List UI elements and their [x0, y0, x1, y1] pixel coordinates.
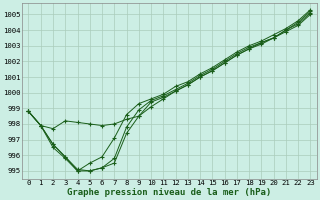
X-axis label: Graphe pression niveau de la mer (hPa): Graphe pression niveau de la mer (hPa)	[67, 188, 272, 197]
